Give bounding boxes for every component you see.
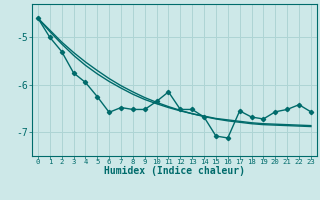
X-axis label: Humidex (Indice chaleur): Humidex (Indice chaleur): [104, 166, 245, 176]
